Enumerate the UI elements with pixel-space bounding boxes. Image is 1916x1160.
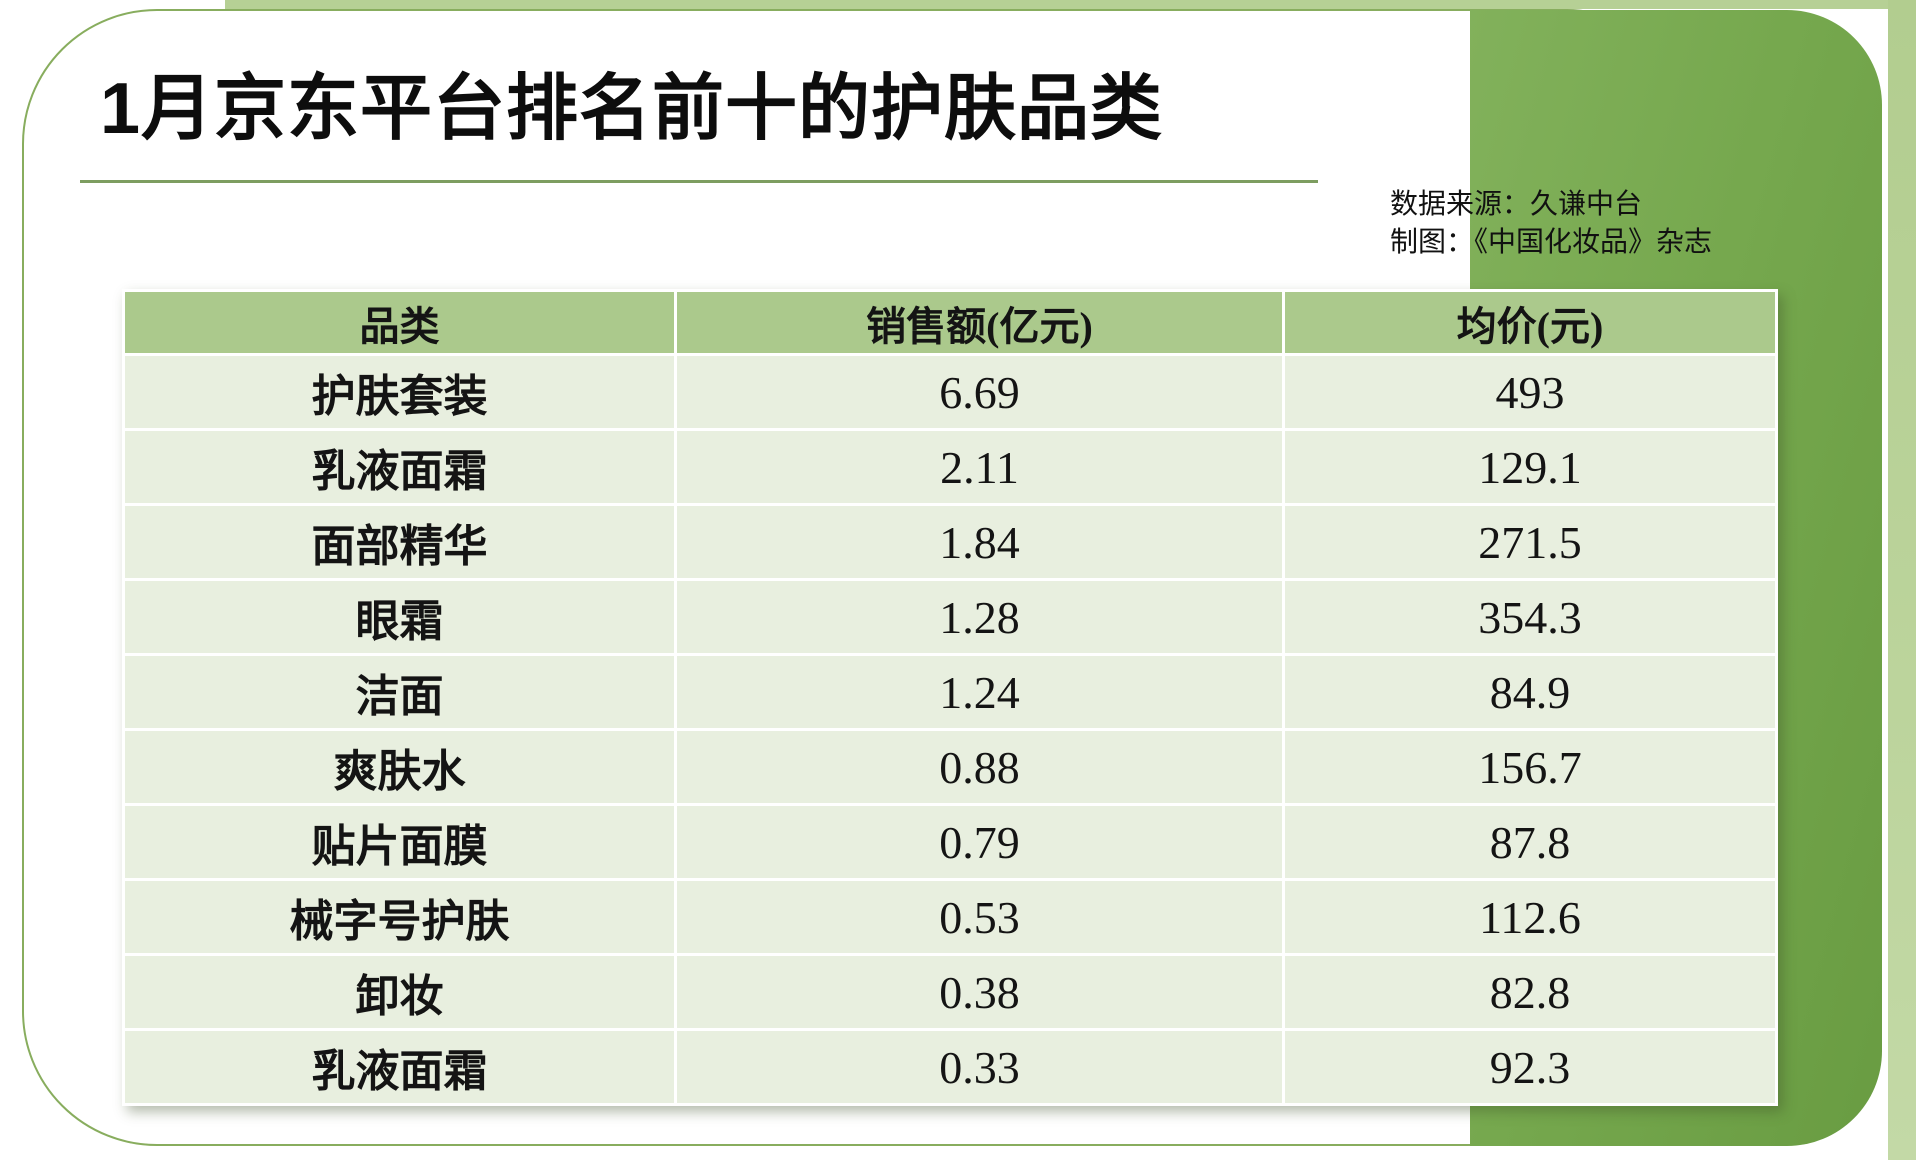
sales-cell: 1.28 [677,581,1285,653]
sales-cell: 0.38 [677,956,1285,1028]
credit-note: 制图：《中国化妆品》杂志 [1390,227,1713,258]
sales-cell: 1.24 [677,656,1285,728]
table-row: 洁面 1.24 84.9 [125,653,1775,728]
page-title: 1月京东平台排名前十的护肤品类 [100,69,1164,149]
right-accent-strip [1888,0,1916,1160]
category-cell: 面部精华 [125,506,677,578]
price-cell: 112.6 [1285,881,1775,953]
sales-cell: 0.53 [677,881,1285,953]
price-cell: 82.8 [1285,956,1775,1028]
category-cell: 贴片面膜 [125,806,677,878]
table-row: 面部精华 1.84 271.5 [125,503,1775,578]
price-cell: 84.9 [1285,656,1775,728]
sales-cell: 2.11 [677,431,1285,503]
category-cell: 洁面 [125,656,677,728]
price-cell: 354.3 [1285,581,1775,653]
table-row: 乳液面霜 2.11 129.1 [125,428,1775,503]
price-cell: 156.7 [1285,731,1775,803]
sales-cell: 0.79 [677,806,1285,878]
table-body: 护肤套装 6.69 493 乳液面霜 2.11 129.1 面部精华 1.84 … [125,353,1775,1103]
data-source-note: 数据来源：久谦中台 [1390,189,1643,220]
category-cell: 眼霜 [125,581,677,653]
price-cell: 493 [1285,356,1775,428]
category-cell: 乳液面霜 [125,431,677,503]
sales-cell: 6.69 [677,356,1285,428]
price-cell: 271.5 [1285,506,1775,578]
table-row: 乳液面霜 0.33 92.3 [125,1028,1775,1103]
sales-cell: 0.33 [677,1031,1285,1103]
category-cell: 护肤套装 [125,356,677,428]
source-block: 数据来源：久谦中台 制图：《中国化妆品》杂志 [1390,186,1870,262]
category-cell: 爽肤水 [125,731,677,803]
ranking-table: 品类 销售额(亿元) 均价(元) 护肤套装 6.69 493 乳液面霜 2.11… [122,289,1778,1106]
table-row: 眼霜 1.28 354.3 [125,578,1775,653]
column-header-sales: 销售额(亿元) [677,292,1285,353]
table-row: 械字号护肤 0.53 112.6 [125,878,1775,953]
title-underline [80,180,1318,183]
category-cell: 乳液面霜 [125,1031,677,1103]
sales-cell: 1.84 [677,506,1285,578]
column-header-price: 均价(元) [1285,292,1775,353]
table-row: 卸妆 0.38 82.8 [125,953,1775,1028]
price-cell: 92.3 [1285,1031,1775,1103]
table-row: 爽肤水 0.88 156.7 [125,728,1775,803]
category-cell: 卸妆 [125,956,677,1028]
price-cell: 87.8 [1285,806,1775,878]
category-cell: 械字号护肤 [125,881,677,953]
price-cell: 129.1 [1285,431,1775,503]
column-header-category: 品类 [125,292,677,353]
sales-cell: 0.88 [677,731,1285,803]
table-row: 护肤套装 6.69 493 [125,353,1775,428]
table-row: 贴片面膜 0.79 87.8 [125,803,1775,878]
top-accent-strip [225,0,1916,9]
table-header-row: 品类 销售额(亿元) 均价(元) [125,292,1775,353]
